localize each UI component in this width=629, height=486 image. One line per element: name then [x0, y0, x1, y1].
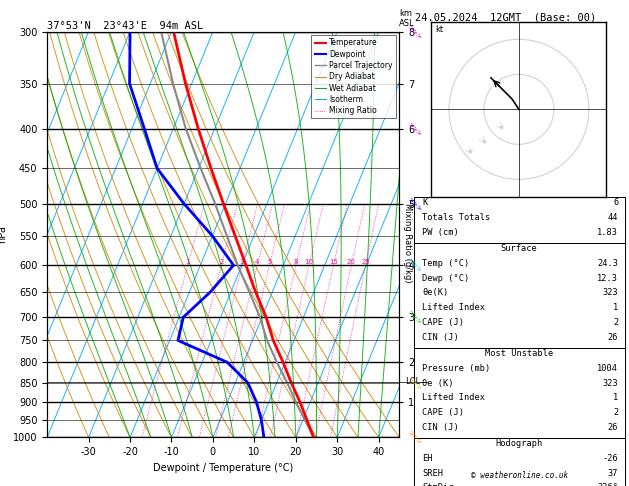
Text: 1: 1	[613, 303, 618, 312]
Text: Lifted Index: Lifted Index	[422, 393, 486, 402]
Text: θe(K): θe(K)	[422, 288, 448, 297]
Text: -26: -26	[603, 454, 618, 463]
Text: 24.3: 24.3	[598, 259, 618, 268]
Text: >>>: >>>	[407, 309, 423, 326]
Text: θe (K): θe (K)	[422, 379, 454, 387]
Text: >>>: >>>	[407, 257, 423, 274]
Text: 25: 25	[361, 259, 370, 265]
Text: PW (cm): PW (cm)	[422, 228, 459, 237]
Text: 1.83: 1.83	[598, 228, 618, 237]
Text: 37°53'N  23°43'E  94m ASL: 37°53'N 23°43'E 94m ASL	[47, 21, 203, 31]
Text: 1004: 1004	[598, 364, 618, 373]
Text: 26: 26	[608, 333, 618, 342]
Text: 2: 2	[613, 318, 618, 327]
Text: SREH: SREH	[422, 469, 443, 478]
Text: Pressure (mb): Pressure (mb)	[422, 364, 491, 373]
Text: 12.3: 12.3	[598, 274, 618, 282]
Text: >>>: >>>	[407, 195, 423, 212]
Text: © weatheronline.co.uk: © weatheronline.co.uk	[470, 471, 568, 480]
Text: 8: 8	[294, 259, 298, 265]
Text: CIN (J): CIN (J)	[422, 333, 459, 342]
Text: 2: 2	[613, 408, 618, 417]
Text: Most Unstable: Most Unstable	[485, 349, 554, 358]
Text: StmDir: StmDir	[422, 484, 454, 486]
Text: >>>: >>>	[407, 374, 423, 391]
Text: 323: 323	[603, 288, 618, 297]
Text: 26: 26	[608, 423, 618, 432]
Text: 1: 1	[186, 259, 190, 265]
Text: 20: 20	[347, 259, 356, 265]
Text: 5: 5	[267, 259, 272, 265]
Text: Totals Totals: Totals Totals	[422, 213, 491, 222]
Text: 4: 4	[255, 259, 260, 265]
Bar	[414, 347, 625, 437]
Bar	[414, 197, 625, 243]
Text: 323: 323	[603, 379, 618, 387]
Text: Hodograph: Hodograph	[496, 439, 543, 448]
Y-axis label: hPa: hPa	[0, 226, 8, 243]
Text: CAPE (J): CAPE (J)	[422, 408, 464, 417]
Text: >>>: >>>	[407, 429, 423, 446]
Text: 1: 1	[613, 393, 618, 402]
Text: kt: kt	[435, 25, 443, 35]
Text: 24.05.2024  12GMT  (Base: 00): 24.05.2024 12GMT (Base: 00)	[415, 12, 596, 22]
Text: EH: EH	[422, 454, 433, 463]
Text: 15: 15	[329, 259, 338, 265]
Text: 10: 10	[304, 259, 313, 265]
Text: CAPE (J): CAPE (J)	[422, 318, 464, 327]
Text: 6: 6	[613, 198, 618, 207]
Text: 37: 37	[608, 469, 618, 478]
Bar	[414, 243, 625, 347]
Text: 3: 3	[240, 259, 244, 265]
Bar	[414, 437, 625, 486]
Text: K: K	[422, 198, 428, 207]
Text: 44: 44	[608, 213, 618, 222]
Text: km
ASL: km ASL	[399, 9, 415, 28]
Text: Dewp (°C): Dewp (°C)	[422, 274, 470, 282]
Text: >>>: >>>	[407, 120, 423, 137]
Text: Lifted Index: Lifted Index	[422, 303, 486, 312]
Text: Mixing Ratio (g/kg): Mixing Ratio (g/kg)	[403, 203, 411, 283]
Legend: Temperature, Dewpoint, Parcel Trajectory, Dry Adiabat, Wet Adiabat, Isotherm, Mi: Temperature, Dewpoint, Parcel Trajectory…	[311, 35, 396, 118]
Text: Temp (°C): Temp (°C)	[422, 259, 470, 268]
Text: >>>: >>>	[407, 23, 423, 40]
Text: Surface: Surface	[501, 244, 538, 253]
Text: CIN (J): CIN (J)	[422, 423, 459, 432]
Text: LCL: LCL	[404, 377, 420, 386]
Text: 2: 2	[219, 259, 223, 265]
Text: 336°: 336°	[598, 484, 618, 486]
X-axis label: Dewpoint / Temperature (°C): Dewpoint / Temperature (°C)	[153, 463, 293, 473]
